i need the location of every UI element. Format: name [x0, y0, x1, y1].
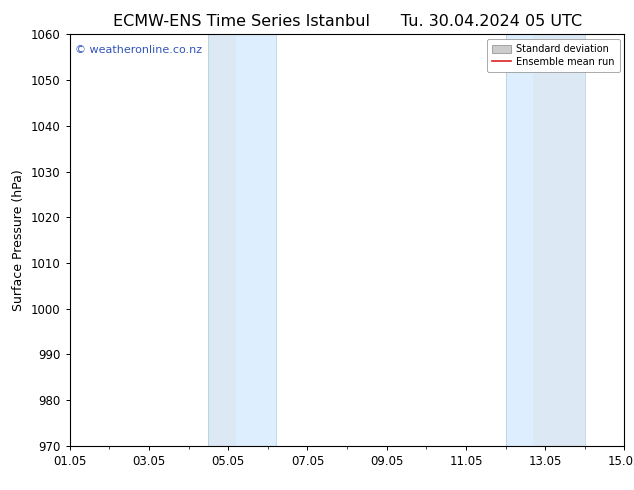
Bar — [506, 34, 533, 446]
Title: ECMW-ENS Time Series Istanbul      Tu. 30.04.2024 05 UTC: ECMW-ENS Time Series Istanbul Tu. 30.04.… — [113, 14, 581, 29]
Bar — [209, 34, 236, 446]
Legend: Standard deviation, Ensemble mean run: Standard deviation, Ensemble mean run — [487, 39, 619, 72]
Bar — [533, 34, 585, 446]
Y-axis label: Surface Pressure (hPa): Surface Pressure (hPa) — [13, 169, 25, 311]
Bar — [236, 34, 276, 446]
Text: © weatheronline.co.nz: © weatheronline.co.nz — [75, 45, 202, 54]
